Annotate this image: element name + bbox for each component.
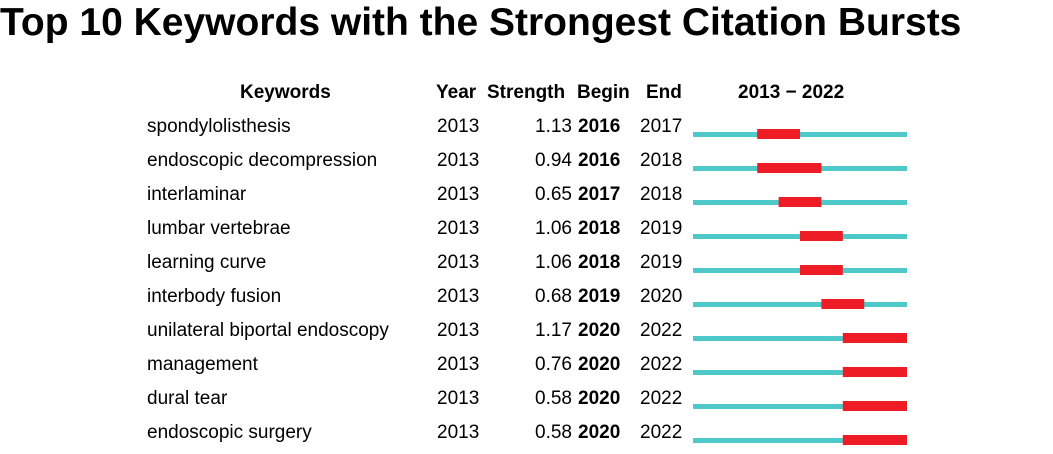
- table-row: lumbar vertebrae 2013 1.06 2018 2019: [0, 216, 1053, 250]
- year-cell: 2013: [437, 388, 480, 409]
- end-cell: 2022: [640, 422, 683, 443]
- burst-bar: [842, 367, 907, 377]
- header-keywords: Keywords: [240, 82, 331, 103]
- end-cell: 2019: [640, 218, 683, 239]
- keyword-cell: spondylolisthesis: [147, 116, 291, 137]
- burst-bar: [757, 163, 822, 173]
- timeline-base-bar: [693, 336, 907, 341]
- burst-timeline: [693, 163, 907, 173]
- keyword-cell: learning curve: [147, 252, 267, 273]
- table-row: endoscopic decompression 2013 0.94 2016 2018: [0, 148, 1053, 182]
- end-cell: 2022: [640, 388, 683, 409]
- year-cell: 2013: [437, 320, 480, 341]
- burst-timeline: [693, 231, 907, 241]
- strength-cell: 1.17: [535, 320, 572, 341]
- year-cell: 2013: [437, 354, 480, 375]
- begin-cell: 2020: [578, 422, 621, 443]
- chart-title: Top 10 Keywords with the Strongest Citat…: [0, 1, 962, 44]
- strength-cell: 0.58: [535, 388, 572, 409]
- table-row: learning curve 2013 1.06 2018 2019: [0, 250, 1053, 284]
- burst-timeline: [693, 333, 907, 343]
- end-cell: 2022: [640, 354, 683, 375]
- end-cell: 2020: [640, 286, 683, 307]
- table-row: dural tear 2013 0.58 2020 2022: [0, 386, 1053, 420]
- burst-bar: [842, 333, 907, 343]
- keyword-cell: endoscopic surgery: [147, 422, 312, 443]
- table-row: management 2013 0.76 2020 2022: [0, 352, 1053, 386]
- timeline-base-bar: [693, 302, 907, 307]
- end-cell: 2018: [640, 184, 683, 205]
- burst-timeline: [693, 401, 907, 411]
- begin-cell: 2020: [578, 388, 621, 409]
- strength-cell: 1.13: [535, 116, 572, 137]
- end-cell: 2018: [640, 150, 683, 171]
- table-row: spondylolisthesis 2013 1.13 2016 2017: [0, 114, 1053, 148]
- keyword-cell: lumbar vertebrae: [147, 218, 291, 239]
- keyword-cell: unilateral biportal endoscopy: [147, 320, 389, 341]
- header-end: End: [646, 82, 682, 103]
- burst-timeline: [693, 435, 907, 445]
- begin-cell: 2020: [578, 354, 621, 375]
- begin-cell: 2019: [578, 286, 621, 307]
- header-range: 2013 − 2022: [738, 82, 845, 103]
- end-cell: 2022: [640, 320, 683, 341]
- begin-cell: 2016: [578, 150, 621, 171]
- table-row: unilateral biportal endoscopy 2013 1.17 202…: [0, 318, 1053, 352]
- burst-bar: [757, 129, 800, 139]
- timeline-base-bar: [693, 438, 907, 443]
- begin-cell: 2020: [578, 320, 621, 341]
- begin-cell: 2017: [578, 184, 621, 205]
- header-begin: Begin: [577, 82, 630, 103]
- table-row: interbody fusion 2013 0.68 2019 2020: [0, 284, 1053, 318]
- strength-cell: 1.06: [535, 218, 572, 239]
- keyword-cell: management: [147, 354, 258, 375]
- burst-bar: [778, 197, 822, 207]
- burst-timeline: [693, 299, 907, 309]
- year-cell: 2013: [437, 422, 480, 443]
- strength-cell: 0.68: [535, 286, 572, 307]
- begin-cell: 2016: [578, 116, 621, 137]
- table-row: endoscopic surgery 2013 0.58 2020 2022: [0, 420, 1053, 454]
- strength-cell: 1.06: [535, 252, 572, 273]
- year-cell: 2013: [437, 252, 480, 273]
- burst-timeline: [693, 265, 907, 275]
- strength-cell: 0.94: [535, 150, 572, 171]
- burst-timeline: [693, 367, 907, 377]
- year-cell: 2013: [437, 286, 480, 307]
- strength-cell: 0.58: [535, 422, 572, 443]
- year-cell: 2013: [437, 218, 480, 239]
- strength-cell: 0.65: [535, 184, 572, 205]
- keyword-cell: interbody fusion: [147, 286, 282, 307]
- end-cell: 2017: [640, 116, 683, 137]
- burst-bar: [842, 401, 907, 411]
- header-strength: Strength: [487, 82, 566, 103]
- year-cell: 2013: [437, 150, 480, 171]
- year-cell: 2013: [437, 184, 480, 205]
- begin-cell: 2018: [578, 218, 621, 239]
- begin-cell: 2018: [578, 252, 621, 273]
- burst-bar: [800, 231, 843, 241]
- end-cell: 2019: [640, 252, 683, 273]
- table-row: interlaminar 2013 0.65 2017 2018: [0, 182, 1053, 216]
- keyword-cell: dural tear: [147, 388, 228, 409]
- strength-cell: 0.76: [535, 354, 572, 375]
- burst-timeline: [693, 197, 907, 207]
- header-year: Year: [436, 82, 477, 103]
- keyword-cell: endoscopic decompression: [147, 150, 378, 171]
- keyword-cell: interlaminar: [147, 184, 247, 205]
- burst-bar: [821, 299, 865, 309]
- burst-timeline: [693, 129, 907, 139]
- timeline-base-bar: [693, 404, 907, 409]
- timeline-base-bar: [693, 370, 907, 375]
- year-cell: 2013: [437, 116, 480, 137]
- burst-bar: [800, 265, 843, 275]
- burst-bar: [842, 435, 907, 445]
